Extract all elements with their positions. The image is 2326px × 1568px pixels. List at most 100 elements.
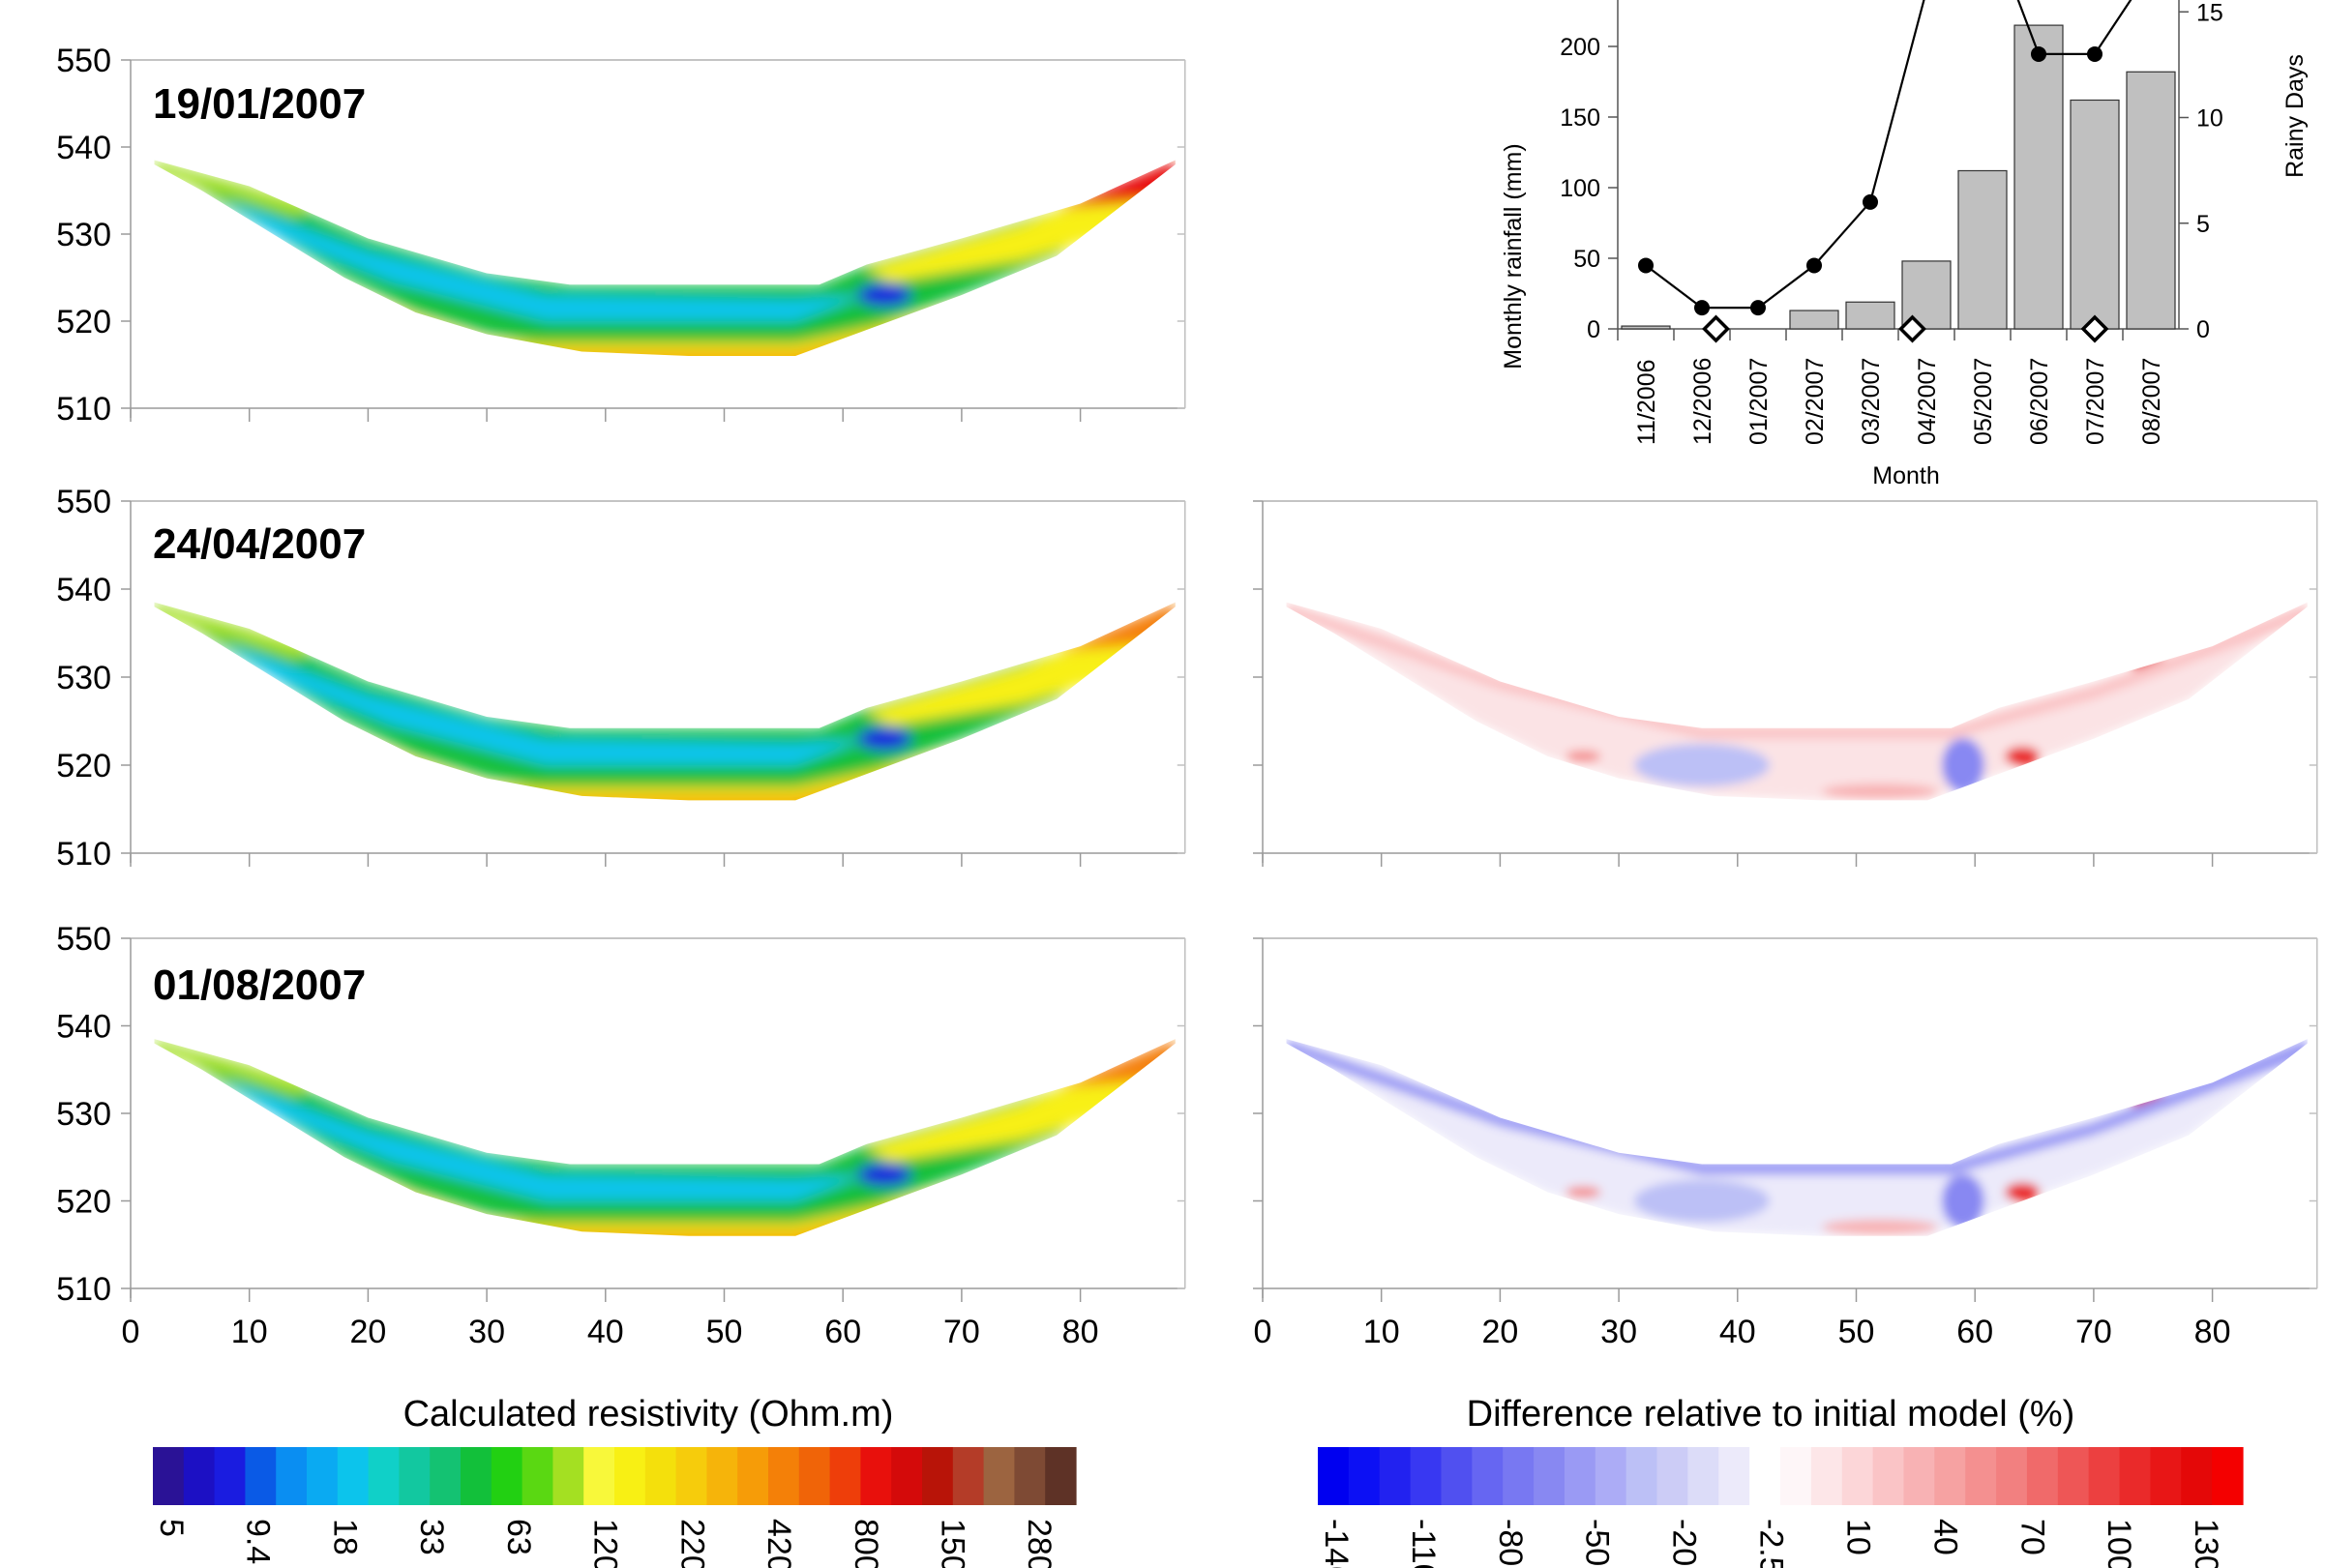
rainfall-bar <box>2070 99 2120 330</box>
colorbar-swatch <box>1410 1447 1443 1505</box>
colorbar-swatch <box>675 1447 707 1505</box>
colorbar-swatch <box>922 1447 954 1505</box>
x-tick-label: 10 <box>1363 1314 1400 1350</box>
panel-2-section <box>154 602 1176 801</box>
colorbar-swatch <box>737 1447 769 1505</box>
colorbar-tick-label: -2.5 <box>1753 1519 1790 1568</box>
colorbar-swatch <box>2150 1447 2182 1505</box>
colorbar-tick-label: 63 <box>500 1519 537 1555</box>
panel-3-y-axis: 510 520 530 540 550 0 10 20 30 40 50 60 70 80 <box>56 921 1186 1350</box>
x-tick-label: 80 <box>2194 1314 2231 1350</box>
colorbar-swatch <box>891 1447 923 1505</box>
panel-2-y-axis: 510 520 530 540 550 <box>56 484 1186 873</box>
colorbar-swatch <box>368 1447 400 1505</box>
rainfall-x-tick-label: 03/2007 <box>1858 358 1885 445</box>
difference-colorbar: Difference relative to initial model (%)… <box>1318 1394 2244 1568</box>
colorbar-swatch <box>2026 1447 2059 1505</box>
rainy-days-y-label: Rainy Days <box>2281 54 2309 178</box>
colorbar-swatch <box>1934 1447 1966 1505</box>
rainy-days-point <box>1806 257 1822 274</box>
rainy-days-tick-label: 15 <box>2196 0 2223 26</box>
y-tick-label: 550 <box>56 43 111 79</box>
colorbar-swatch <box>1996 1447 2028 1505</box>
colorbar-tick-label: 9.4 <box>240 1519 277 1564</box>
rainfall-x-tick-label: 05/2007 <box>1970 358 1997 445</box>
colorbar-tick-label: 150 <box>934 1519 970 1568</box>
survey-marker <box>2080 314 2109 343</box>
x-tick-label: 0 <box>122 1314 140 1350</box>
colorbar-swatch <box>1749 1447 1781 1505</box>
colorbar-tick-label: 100 <box>2101 1519 2137 1568</box>
rainfall-y-tick-label: 50 <box>1573 246 1600 273</box>
panel-3-date: 01/08/2007 <box>153 962 366 1009</box>
rainy-days-point <box>1863 193 1878 210</box>
colorbar-swatch <box>1841 1447 1874 1505</box>
rainy-days-point <box>2087 45 2102 62</box>
colorbar-swatch <box>1472 1447 1504 1505</box>
y-tick-label: 550 <box>56 484 111 520</box>
colorbar-tick-label: 40 <box>1926 1519 1963 1555</box>
x-tick-label: 20 <box>1481 1314 1518 1350</box>
colorbar-tick-label: 33 <box>413 1519 450 1555</box>
colorbar-swatch <box>1318 1447 1350 1505</box>
colorbar-swatch <box>399 1447 431 1505</box>
resistivity-panel-3: 01/08/2007 510 520 530 540 550 0 10 20 30 40 50 60 7… <box>56 921 1186 1350</box>
colorbar-swatch <box>522 1447 553 1505</box>
colorbar-swatch <box>1014 1447 1046 1505</box>
panel-3-section <box>154 1039 1176 1236</box>
colorbar-tick-label: 18 <box>326 1519 363 1555</box>
resistivity-layers <box>154 160 1176 356</box>
x-tick-label: 50 <box>706 1314 743 1350</box>
survey-marker <box>1898 314 1926 343</box>
rainfall-y-tick-label: 150 <box>1560 104 1600 132</box>
rainy-days-point <box>2031 45 2046 62</box>
panel-2-date: 24/04/2007 <box>153 520 366 568</box>
x-tick-label: 10 <box>231 1314 268 1350</box>
colorbar-swatch <box>644 1447 677 1505</box>
rainy-days-line <box>1645 0 2132 310</box>
colorbar-swatch <box>1625 1447 1658 1505</box>
rainy-days-point <box>1750 300 1766 316</box>
rainfall-y-tick-label: 100 <box>1560 175 1600 202</box>
rainfall-y-tick-label: 200 <box>1560 34 1600 61</box>
colorbar-swatch <box>1656 1447 1688 1505</box>
colorbar-swatch <box>337 1447 370 1505</box>
resistivity-panel-1: 19/01/2007 510 520 530 540 550 <box>56 43 1186 428</box>
x-tick-label: 30 <box>1600 1314 1637 1350</box>
colorbar-tick-label: 420 <box>760 1519 797 1568</box>
colorbar-tick-label: 800 <box>848 1519 884 1568</box>
colorbar-tick-label: -50 <box>1579 1519 1616 1566</box>
y-tick-label: 530 <box>56 660 111 696</box>
colorbar-swatch <box>1872 1447 1905 1505</box>
difference-panel-1 <box>1253 500 2318 867</box>
difference-colorbar-title: Difference relative to initial model (%) <box>1467 1394 2075 1435</box>
rainfall-bar <box>2013 24 2064 330</box>
x-tick-label: 20 <box>349 1314 386 1350</box>
colorbar-swatch <box>1348 1447 1381 1505</box>
rainfall-y-label: Monthly rainfall (mm) <box>1500 143 1527 369</box>
rainy-days-tick-label: 5 <box>2196 211 2210 238</box>
colorbar-tick-label: -110 <box>1405 1519 1442 1568</box>
rainfall-chart: Monthly rainfall (mm) Rainy Days Month 0… <box>1500 0 2309 489</box>
colorbar-swatch <box>491 1447 523 1505</box>
colorbar-swatch <box>430 1447 462 1505</box>
resistivity-colorbar-title: Calculated resistivity (Ohm.m) <box>403 1394 894 1435</box>
colorbar-swatch <box>1780 1447 1812 1505</box>
difference-layers <box>1286 1039 2308 1236</box>
colorbar-tick-label: -80 <box>1492 1519 1529 1566</box>
colorbar-swatch <box>214 1447 246 1505</box>
colorbar-swatch <box>1503 1447 1535 1505</box>
rainfall-x-tick-label: 11/2006 <box>1633 359 1660 445</box>
colorbar-swatch <box>1718 1447 1750 1505</box>
colorbar-swatch <box>2088 1447 2121 1505</box>
rainfall-x-tick-label: 04/2007 <box>1914 358 1941 445</box>
colorbar-tick-label: 5 <box>153 1519 190 1537</box>
colorbar-tick-label: 120 <box>587 1519 624 1568</box>
colorbar-tick-label: -20 <box>1666 1519 1703 1566</box>
rainy-days-tick-label: 10 <box>2196 105 2223 133</box>
colorbar-swatch <box>1045 1447 1077 1505</box>
rainfall-y-tick-label: 0 <box>1587 316 1600 343</box>
survey-marker <box>1702 314 1730 343</box>
difference-panel-2: 0 10 20 30 40 50 60 70 80 <box>1253 937 2318 1350</box>
y-tick-label: 510 <box>56 1271 111 1308</box>
